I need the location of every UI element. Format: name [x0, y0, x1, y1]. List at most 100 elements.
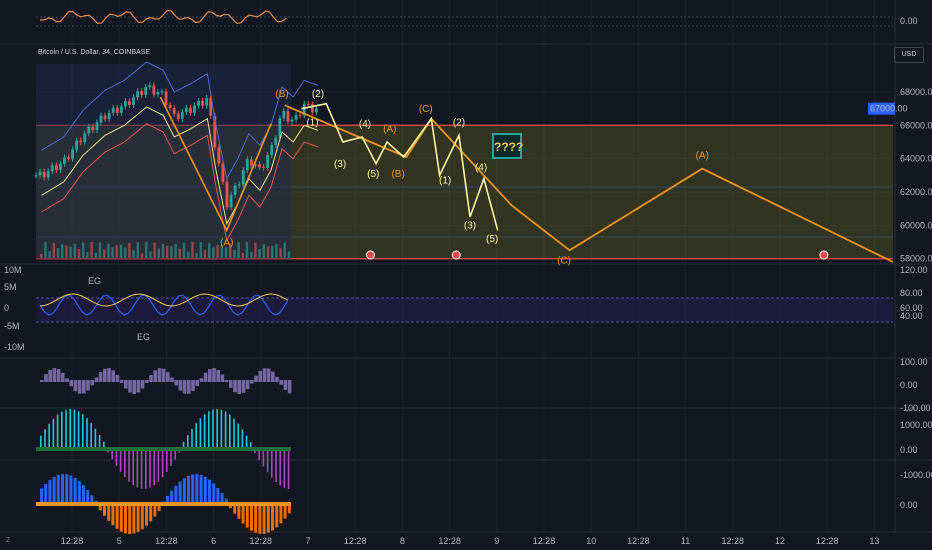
histogram2-bar — [44, 483, 48, 502]
histogram1-bar — [157, 451, 160, 482]
oscillator-bar — [216, 369, 220, 382]
histogram1-bar — [287, 451, 290, 489]
oscillator-bar — [149, 374, 153, 382]
histogram2-bar — [182, 478, 186, 502]
wave-label-yellow: (5) — [367, 169, 379, 180]
histogram1-bar — [111, 451, 113, 460]
volume-bar — [61, 244, 64, 258]
candle-body — [124, 101, 127, 107]
oscillator-bar — [128, 380, 132, 393]
oscillator-bar — [132, 380, 136, 394]
histogram2-bar — [191, 474, 195, 502]
histogram2-bar — [233, 506, 237, 514]
time-tick-label: 13 — [869, 536, 879, 546]
volume-bar — [233, 250, 236, 258]
current-price-box — [868, 102, 895, 115]
top-oscillator-line — [39, 9, 287, 25]
oscillator-bar — [107, 368, 111, 382]
oscillator-bar — [94, 377, 99, 382]
oscillator-bar — [166, 372, 170, 382]
histogram1-bar — [174, 451, 176, 460]
volume-bar — [199, 242, 202, 258]
oscillator-bar — [111, 370, 115, 382]
volume-bar — [266, 246, 270, 258]
top-tick-label: 0.00 — [900, 16, 918, 26]
histogram1-bar — [77, 411, 80, 447]
candle-body — [156, 91, 160, 95]
oscillator-bar — [73, 380, 78, 392]
symbol-title: Bitcoin / U.S. Dollar, 34, COINBASE — [38, 49, 151, 56]
candle-body — [83, 133, 87, 143]
volume-bar — [224, 247, 228, 258]
histogram2-bar — [199, 474, 203, 502]
volume-bar — [208, 243, 211, 258]
histogram2-bar — [128, 506, 132, 534]
time-tick-label: 9 — [494, 536, 499, 546]
moving-average-3 — [41, 123, 319, 242]
volume-bar — [279, 248, 282, 258]
volume-bar — [44, 242, 47, 258]
oscillator-bar — [237, 380, 241, 394]
volume-bar — [237, 242, 240, 258]
volume-bar — [65, 245, 68, 258]
oscillator-bar — [136, 380, 141, 393]
candle-body — [115, 107, 119, 113]
moving-average-1 — [41, 106, 319, 226]
histogram1-bar — [61, 411, 63, 447]
histogram2-bar — [212, 483, 216, 502]
histogram2-bar — [56, 475, 60, 502]
candle-body — [209, 98, 213, 116]
time-tick-label: 6 — [211, 536, 216, 546]
histogram2-bar — [262, 506, 266, 534]
volume-bar — [191, 242, 194, 258]
oscillator-bar — [271, 371, 275, 382]
volume-bar — [203, 250, 207, 258]
volume-bar — [52, 242, 55, 258]
wave-orange-path — [284, 104, 894, 263]
histogram2-bar — [275, 506, 279, 528]
histogram2-bar — [250, 506, 253, 531]
histogram1-bar — [279, 451, 281, 486]
candle-body — [225, 181, 229, 208]
wave-label-orange: (C) — [557, 256, 571, 267]
histogram2-bar — [287, 506, 291, 514]
volume-bar — [187, 251, 190, 258]
wave-label-orange: (A) — [383, 124, 396, 135]
wave-label-yellow: (1) — [306, 117, 318, 128]
time-tick-label: 11 — [681, 536, 690, 546]
histogram1-bar — [140, 451, 143, 489]
candle-body — [189, 107, 192, 113]
histogram1-bar — [275, 451, 277, 483]
volume-bar — [103, 249, 106, 258]
candle-body — [46, 171, 50, 178]
volume-bar — [56, 248, 60, 258]
candle-body — [91, 126, 95, 131]
price-tick-label: 62000.00 — [900, 187, 932, 197]
currency-button[interactable]: USD — [894, 47, 924, 63]
histogram2-bar — [90, 495, 94, 502]
histogram2-bar — [48, 480, 52, 502]
candle-body — [87, 126, 91, 134]
histogram2-bar — [220, 493, 224, 502]
histogram2-bar — [40, 488, 43, 502]
oscillator-bar — [82, 380, 86, 394]
oscillator-bar — [170, 377, 174, 382]
histogram2-tick: 0.00 — [900, 500, 918, 510]
oscillator-bar — [98, 372, 103, 382]
oscillator-bar — [187, 380, 191, 394]
histogram1-bar — [145, 451, 147, 489]
histogram1-bar — [170, 451, 172, 466]
volume-bar — [229, 243, 232, 258]
wave-yellow-path — [301, 102, 499, 231]
candle-body — [99, 115, 103, 123]
oscillator-bar — [145, 380, 149, 383]
time-tick-label: 12:28 — [61, 536, 84, 546]
candle-body — [184, 107, 188, 113]
histogram1-bar — [241, 429, 244, 447]
candle-body — [197, 100, 200, 106]
price-tick-label: 68000.00 — [900, 87, 932, 97]
volume-bar — [220, 245, 223, 258]
histogram1-bar — [216, 409, 218, 447]
